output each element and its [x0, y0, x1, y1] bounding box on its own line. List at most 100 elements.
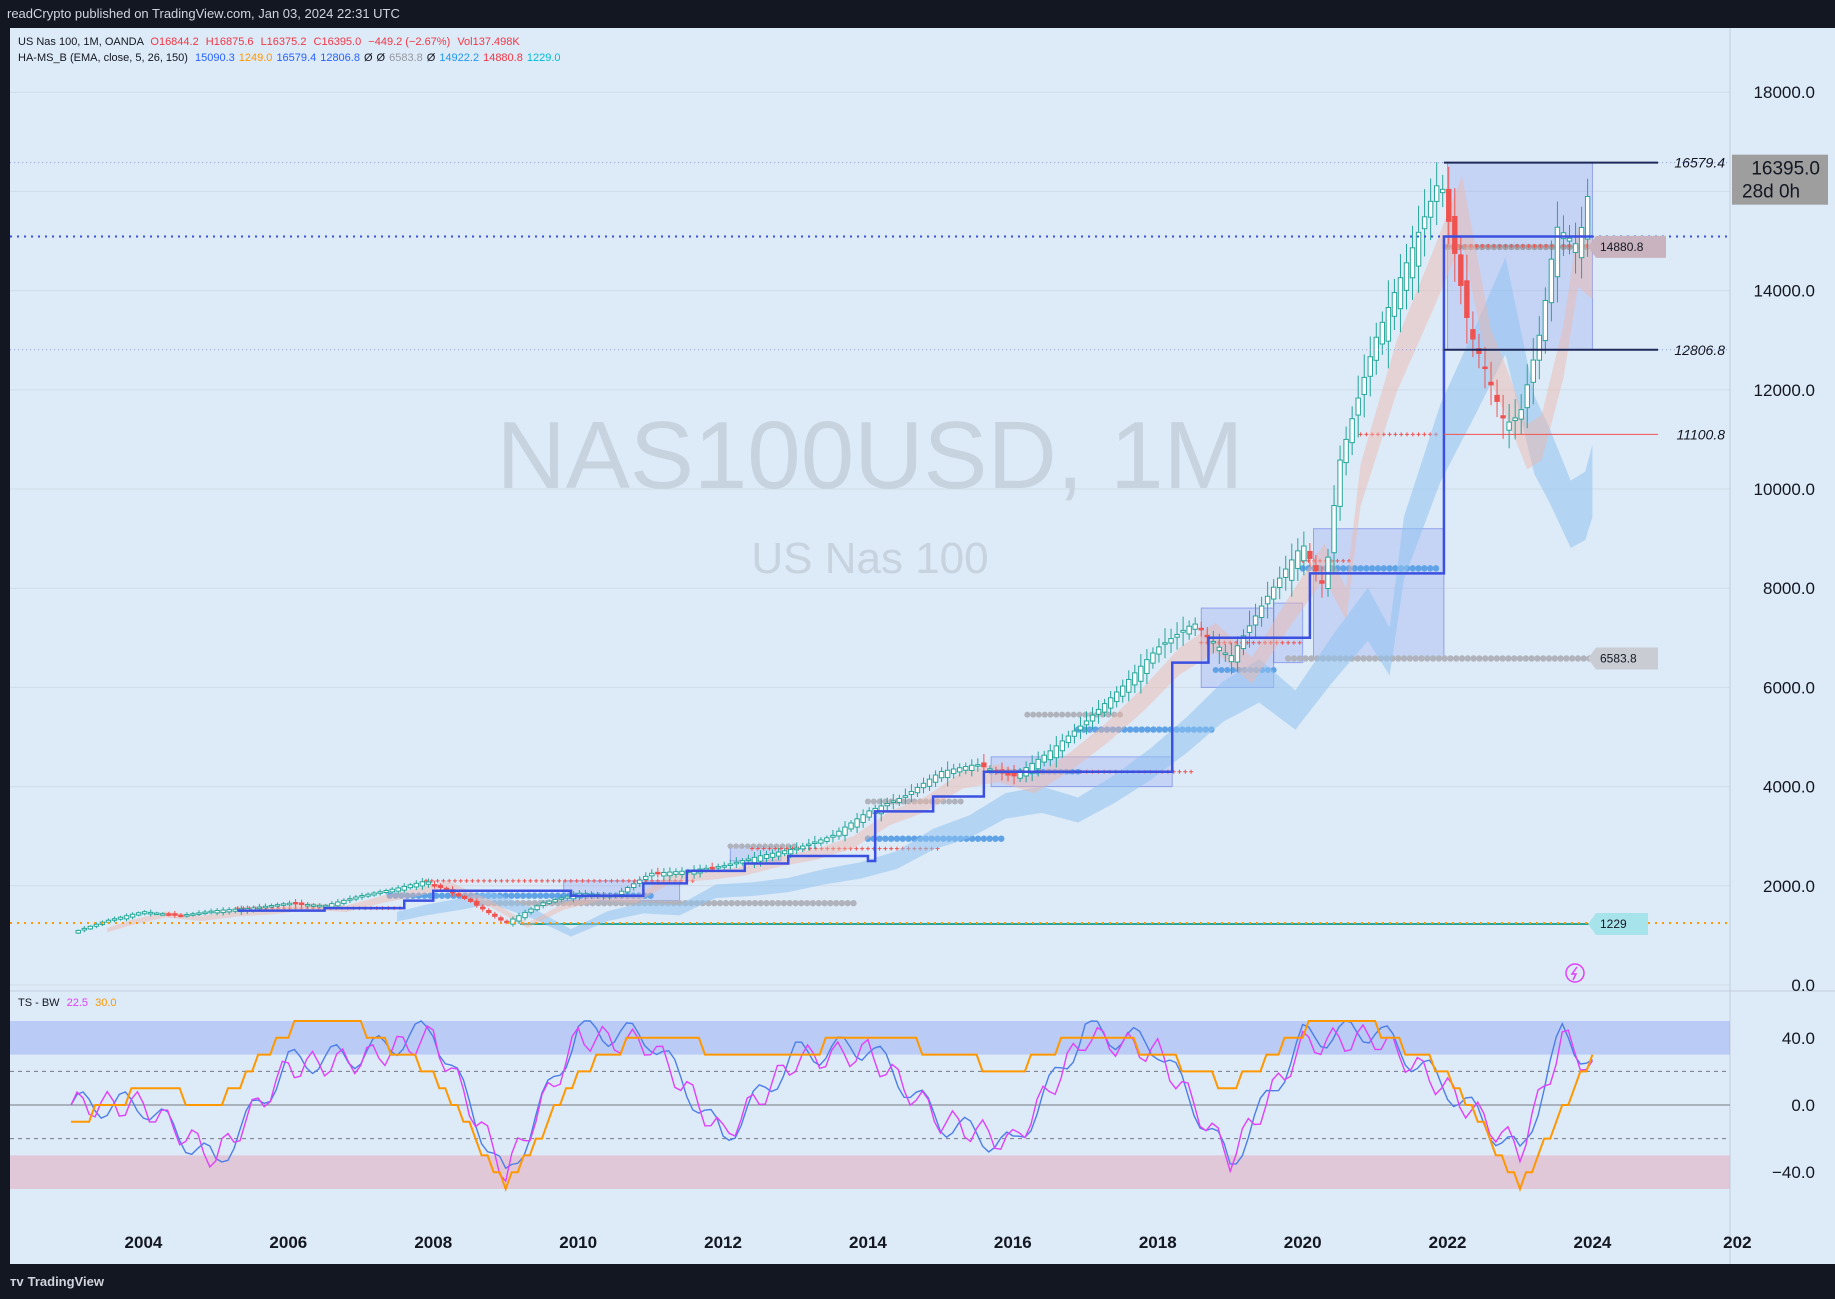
indicator-value: 16579.4: [276, 52, 317, 64]
indicator-value: 14880.8: [483, 52, 523, 64]
resistance-crosses-2100: [476, 878, 481, 883]
candle-body: [630, 883, 637, 888]
chart-canvas[interactable]: NAS100USD, 1M US Nas 100 16579.412806.81…: [10, 28, 1835, 1264]
support-dots-5150: [1127, 726, 1134, 733]
time-tick-label: 2006: [269, 1233, 307, 1252]
candle-body: [667, 871, 673, 877]
support-dots-1800: [647, 892, 654, 899]
support-dots-5150: [1121, 726, 1128, 733]
support-dots-6583: [1534, 655, 1541, 662]
candle-body: [860, 814, 866, 823]
candle-body: [975, 764, 981, 767]
legend-high: H16875.6: [205, 36, 254, 48]
candle-body: [1464, 280, 1470, 318]
candle-body: [938, 770, 945, 779]
support-dots-6583: [1539, 655, 1547, 662]
support-dots-6583: [1395, 655, 1402, 662]
candle-body: [1035, 758, 1041, 770]
tradingview-logo[interactable]: ᴛᴠ TradingView: [10, 1274, 104, 1289]
last-price-value: 16395.0: [1751, 159, 1820, 180]
candle-body: [383, 890, 389, 893]
candle-body: [920, 782, 927, 789]
candle-body: [268, 904, 275, 908]
support-dots-8400: [1357, 565, 1364, 572]
candle-body: [1379, 321, 1386, 345]
candle-body: [1198, 627, 1204, 631]
candle-body: [1331, 505, 1337, 554]
candle-body: [395, 887, 401, 892]
support-dots-1650: [827, 899, 834, 907]
support-dots-5150: [1132, 726, 1140, 733]
support-dots-1800: [398, 892, 405, 899]
candle-body: [624, 887, 631, 893]
support-dots-8400: [1351, 565, 1359, 572]
support-dots-1650: [716, 899, 724, 907]
price-tick-label: 0.0: [1791, 976, 1815, 995]
candle-body: [800, 845, 806, 850]
support-dots-1650: [763, 899, 770, 907]
candle-body: [745, 858, 752, 862]
candle-body: [1470, 329, 1476, 340]
candle-body: [1446, 188, 1452, 222]
support-dots-6583: [1354, 655, 1361, 662]
candle-body: [184, 914, 190, 917]
candle-body: [1301, 545, 1307, 562]
legend-close: C16395.0: [313, 36, 362, 48]
candle-body: [1518, 409, 1524, 420]
resistance-crosses-14900: [1491, 243, 1496, 248]
support-dots-5450: [1082, 711, 1089, 718]
resistance-crosses-2750: [877, 846, 882, 851]
support-dots-6583: [1545, 655, 1553, 662]
support-dots-1650: [786, 899, 793, 907]
support-dots-1650: [803, 899, 811, 907]
candle-body: [944, 769, 951, 779]
support-dots-1650: [774, 899, 782, 907]
indicator-name: HA-MS_B (EMA, close, 5, 26, 150): [18, 52, 188, 64]
resistance-crosses-2100: [609, 878, 614, 883]
support-dots-6350: [1212, 667, 1219, 674]
candle-body: [232, 908, 238, 912]
level-tag-text-l6583: 6583.8: [1600, 651, 1637, 665]
indicator-values: 15090.3 1249.0 16579.4 12806.8 Ø Ø 6583.8 Ø 1492…: [191, 52, 560, 64]
support-dots-6583: [1482, 655, 1489, 662]
support-dots-1800: [403, 892, 411, 899]
support-dots-6350: [1218, 667, 1225, 674]
support-dots-2950: [893, 835, 901, 842]
candle-body: [1367, 356, 1373, 377]
resistance-crosses-11100: [1416, 432, 1421, 437]
candle-body: [1065, 735, 1072, 744]
candle-body: [1506, 421, 1512, 431]
candle-body: [1107, 697, 1114, 709]
price-tick-label: 4000.0: [1763, 778, 1815, 797]
candle-body: [757, 855, 764, 862]
candle-body: [890, 800, 897, 803]
candle-body: [371, 892, 377, 896]
candle-body: [1494, 394, 1500, 402]
candle-body: [220, 909, 226, 914]
support-dots-2950: [992, 835, 999, 842]
candle-body: [1421, 216, 1428, 230]
candle-body: [1289, 559, 1295, 581]
axes: 18000.016000.014000.012000.010000.08000.…: [125, 83, 1828, 1252]
grid-layer: [10, 28, 1835, 1264]
candle-body: [129, 913, 136, 918]
candle-body: [1144, 659, 1150, 674]
candle-body: [389, 888, 395, 893]
candle-body: [365, 893, 371, 897]
support-dots-3700: [864, 798, 871, 805]
support-dots-3700: [917, 798, 924, 805]
candle-body: [1536, 334, 1543, 361]
level-label-l11100: 11100.8: [1676, 426, 1725, 442]
resistance-crosses-2100: [580, 878, 585, 883]
support-dots-6583: [1406, 655, 1414, 662]
price-tick-label: 6000.0: [1763, 678, 1815, 697]
resistance-crosses-14900: [1497, 243, 1502, 248]
support-dots-3700: [946, 798, 953, 805]
resistance-crosses-6900: [1268, 640, 1273, 645]
support-dots-1800: [548, 892, 556, 899]
alert-icon: [1565, 963, 1585, 983]
support-dots-1800: [508, 892, 515, 899]
support-dots-1650: [606, 899, 614, 907]
candle-body: [317, 904, 323, 908]
support-dots-1650: [525, 899, 533, 907]
